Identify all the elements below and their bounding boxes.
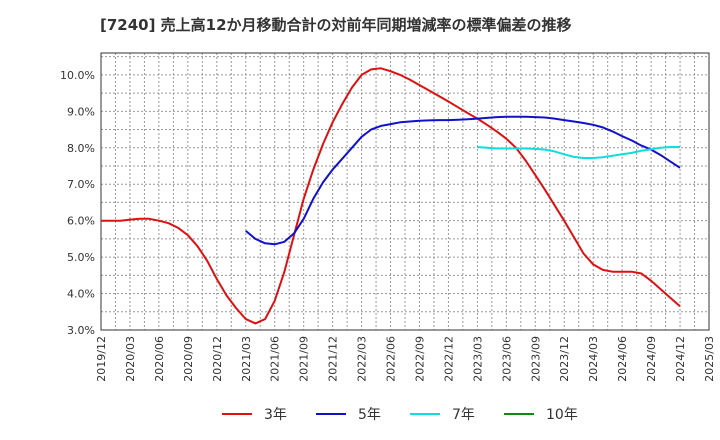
plot-area	[101, 53, 709, 330]
x-tick-label: 2021/09	[298, 336, 311, 382]
x-tick-label: 2020/12	[211, 336, 224, 382]
x-tick-label: 2021/12	[327, 336, 340, 382]
series-line-3	[477, 146, 680, 159]
x-tick-label: 2022/09	[413, 336, 426, 382]
legend-label: 7年	[452, 407, 475, 423]
x-tick-label: 2024/09	[645, 336, 658, 382]
legend-label: 10年	[546, 407, 578, 423]
x-tick-label: 2020/06	[153, 336, 166, 382]
x-tick-label: 2023/12	[558, 336, 571, 382]
x-tick-label: 2021/03	[240, 336, 253, 382]
x-tick-label: 2022/06	[385, 336, 398, 382]
x-tick-label: 2025/03	[703, 336, 716, 382]
x-tick-label: 2022/03	[356, 336, 369, 382]
x-tick-label: 2024/06	[616, 336, 629, 382]
y-tick-label: 8.0%	[67, 142, 95, 155]
x-tick-label: 2024/12	[674, 336, 687, 382]
legend-label: 5年	[358, 407, 381, 423]
x-tick-label: 2020/03	[124, 336, 137, 382]
y-tick-label: 9.0%	[67, 105, 95, 118]
x-tick-label: 2024/03	[587, 336, 600, 382]
y-tick-label: 6.0%	[67, 215, 95, 228]
plot-border	[100, 52, 710, 331]
legend-label: 3年	[264, 407, 287, 423]
y-tick-label: 10.0%	[60, 69, 95, 82]
x-tick-label: 2019/12	[95, 336, 108, 382]
x-tick-label: 2020/09	[182, 336, 195, 382]
y-tick-label: 5.0%	[67, 251, 95, 264]
series-line-1	[101, 67, 681, 325]
chart-title: [7240] 売上高12か月移動合計の対前年同期増減率の標準偏差の推移	[100, 16, 572, 34]
y-tick-label: 4.0%	[67, 288, 95, 301]
x-tick-label: 2023/09	[529, 336, 542, 382]
x-tick-label: 2021/06	[269, 336, 282, 382]
y-tick-label: 7.0%	[67, 178, 95, 191]
y-tick-label: 3.0%	[67, 324, 95, 337]
x-tick-label: 2023/06	[500, 336, 513, 382]
x-tick-label: 2022/12	[442, 336, 455, 382]
series-line-2	[245, 115, 681, 246]
x-tick-label: 2023/03	[471, 336, 484, 382]
